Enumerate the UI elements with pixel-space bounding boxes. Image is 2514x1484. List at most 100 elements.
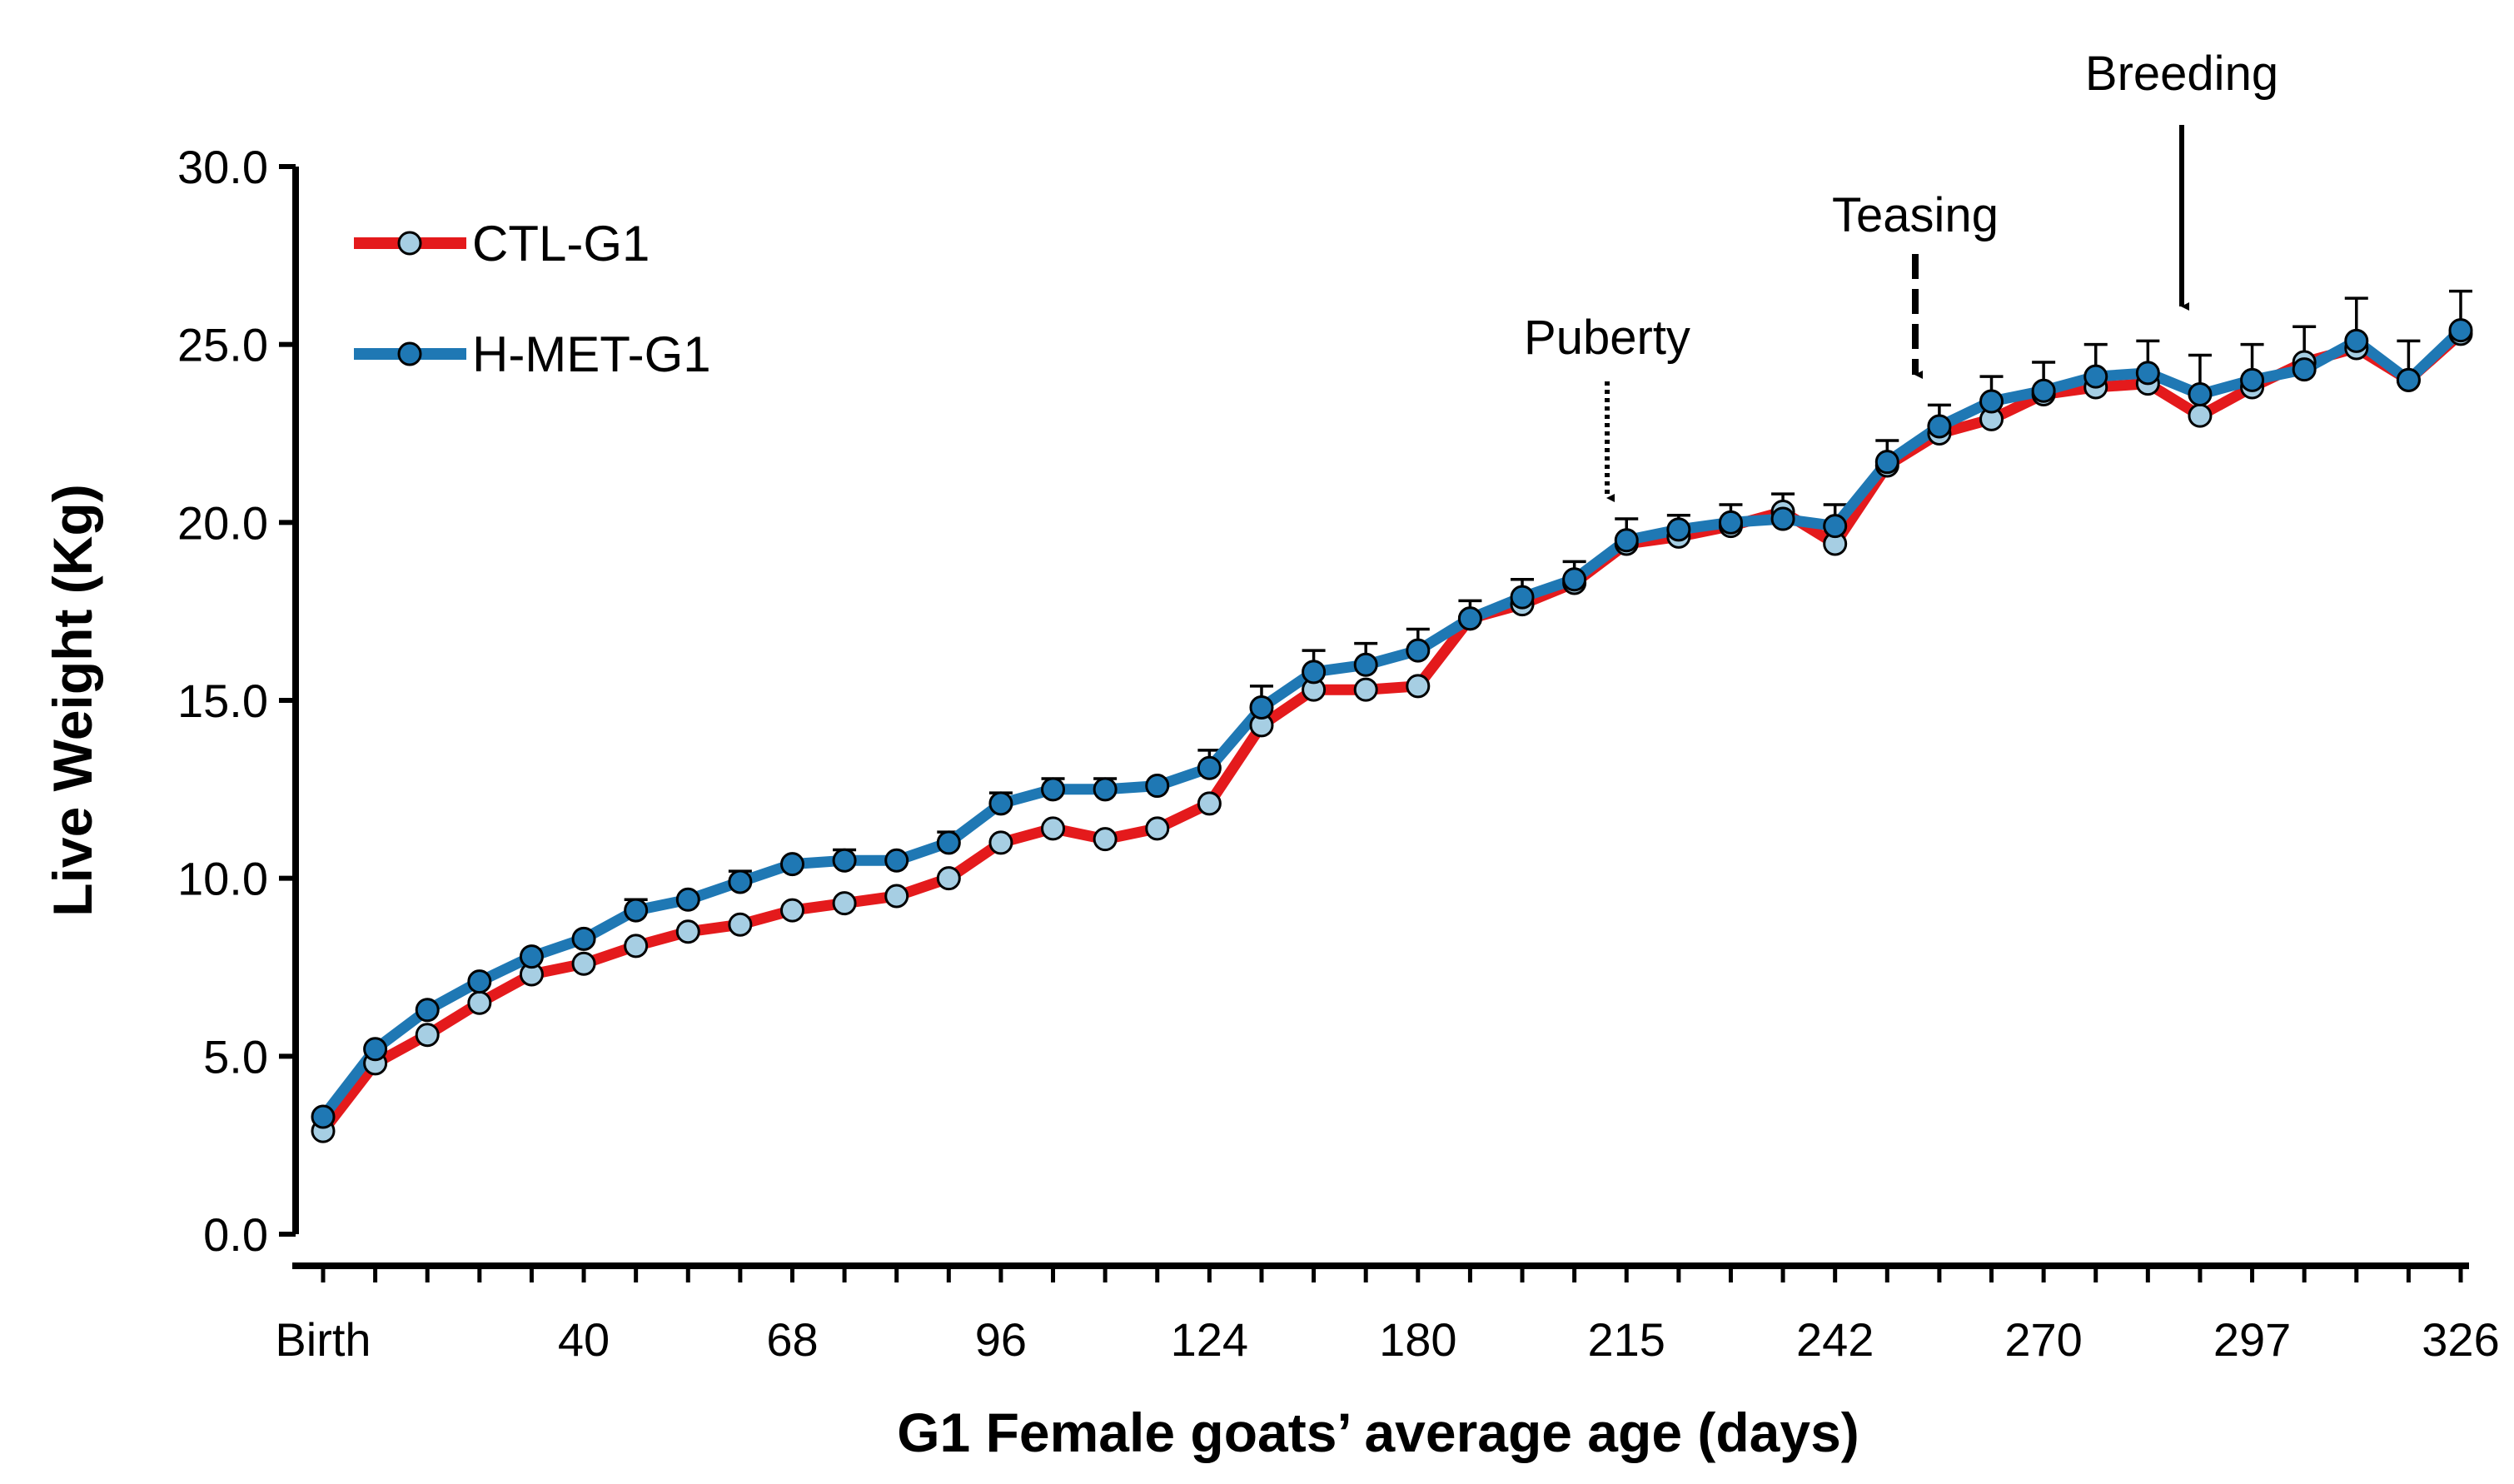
- data-point-ctl: [988, 830, 1013, 855]
- data-point-hmet: [1145, 774, 1170, 799]
- data-point-hmet: [675, 887, 700, 912]
- data-point-hmet: [988, 791, 1013, 816]
- data-point-hmet: [1510, 585, 1535, 610]
- legend-marker-ctl: [397, 231, 422, 256]
- data-point-hmet: [1614, 528, 1639, 553]
- data-point-ctl: [624, 934, 649, 959]
- x-tick-label: Birth: [275, 1313, 371, 1366]
- data-point-hmet: [1197, 755, 1222, 780]
- legend-label-ctl: CTL-G1: [472, 216, 650, 271]
- data-point-hmet: [2292, 357, 2317, 382]
- data-point-hmet: [1457, 606, 1482, 631]
- data-point-hmet: [1666, 517, 1691, 542]
- data-point-hmet: [779, 852, 804, 877]
- data-point-hmet: [624, 898, 649, 923]
- data-point-hmet: [2031, 378, 2056, 403]
- data-point-ctl: [884, 884, 909, 909]
- data-point-hmet: [884, 848, 909, 873]
- x-axis-ticks: [321, 1266, 2463, 1282]
- x-tick-label: 124: [1171, 1313, 1248, 1366]
- data-point-hmet: [1353, 652, 1378, 677]
- data-point-hmet: [1406, 638, 1431, 663]
- annotation-puberty-label: Puberty: [1524, 311, 1690, 365]
- x-tick-label: 40: [558, 1313, 610, 1366]
- annotation-teasing-label: Teasing: [1832, 188, 1999, 242]
- data-point-ctl: [415, 1023, 440, 1048]
- data-point-hmet: [2083, 364, 2108, 389]
- data-point-hmet: [2344, 328, 2369, 353]
- series-line-ctl: [318, 329, 2465, 1135]
- data-point-ctl: [832, 891, 857, 916]
- legend-label-hmet: H-MET-G1: [472, 326, 711, 382]
- data-point-ctl: [1406, 674, 1431, 699]
- data-point-hmet: [1302, 660, 1327, 685]
- data-point-hmet: [1927, 414, 1952, 439]
- legend-marker-hmet: [397, 341, 422, 366]
- y-tick-label: 15.0: [177, 675, 268, 727]
- x-axis-title: G1 Female goats’ average age (days): [897, 1402, 1859, 1463]
- x-axis-tick-labels: Birth 40 68 96 124 180 215 242 270 297 326: [275, 1313, 2499, 1366]
- annotation-puberty: Puberty: [1524, 311, 1690, 502]
- y-axis-ticks: [279, 164, 296, 1237]
- data-point-hmet: [571, 926, 596, 951]
- data-point-ctl: [1353, 677, 1378, 702]
- data-point-hmet: [728, 869, 753, 894]
- y-tick-label: 30.0: [177, 141, 268, 193]
- y-tick-label: 10.0: [177, 853, 268, 905]
- data-point-ctl: [1145, 816, 1170, 841]
- data-point-hmet: [1249, 695, 1274, 720]
- data-point-hmet: [415, 998, 440, 1023]
- x-tick-label: 270: [2004, 1313, 2082, 1366]
- data-point-hmet: [2135, 361, 2160, 386]
- x-tick-label: 215: [1588, 1313, 1665, 1366]
- data-point-hmet: [363, 1037, 388, 1062]
- data-point-hmet: [1979, 389, 2004, 414]
- data-point-hmet: [2188, 381, 2213, 406]
- data-point-hmet: [2240, 367, 2265, 392]
- data-point-ctl: [467, 990, 492, 1015]
- y-tick-label: 5.0: [203, 1030, 268, 1083]
- y-axis-tick-labels: 0.0 5.0 10.0 15.0 20.0 25.0 30.0: [177, 141, 268, 1261]
- x-tick-label: 96: [975, 1313, 1027, 1366]
- data-point-hmet: [936, 830, 961, 855]
- data-point-hmet: [2396, 367, 2421, 392]
- data-point-ctl: [1197, 791, 1222, 816]
- series-line-hmet: [318, 326, 2465, 1120]
- data-point-hmet: [1770, 506, 1795, 531]
- series-lines: [318, 326, 2465, 1135]
- y-tick-label: 20.0: [177, 496, 268, 549]
- data-point-hmet: [1093, 777, 1118, 802]
- series-markers: [311, 318, 2473, 1143]
- data-point-ctl: [728, 912, 753, 937]
- data-point-hmet: [1562, 567, 1587, 592]
- annotation-breeding-label: Breeding: [2085, 47, 2278, 101]
- data-point-hmet: [1823, 514, 1848, 539]
- data-point-ctl: [1093, 827, 1118, 852]
- data-point-hmet: [1041, 777, 1066, 802]
- data-point-ctl: [779, 898, 804, 923]
- data-point-ctl: [1041, 816, 1066, 841]
- y-tick-label: 0.0: [203, 1208, 268, 1261]
- data-point-hmet: [467, 969, 492, 994]
- x-tick-label: 242: [1796, 1313, 1874, 1366]
- data-point-ctl: [936, 866, 961, 891]
- data-point-hmet: [311, 1104, 336, 1129]
- legend: CTL-G1 H-MET-G1: [354, 216, 711, 382]
- data-point-hmet: [2448, 318, 2473, 343]
- data-point-ctl: [571, 951, 596, 976]
- annotation-teasing: Teasing: [1832, 188, 1999, 379]
- data-point-ctl: [2188, 403, 2213, 428]
- y-axis-title: Live Weight (Kg): [42, 484, 103, 916]
- data-point-hmet: [1718, 510, 1743, 535]
- annotation-breeding: Breeding: [2085, 47, 2278, 311]
- x-tick-label: 68: [766, 1313, 818, 1366]
- data-point-hmet: [1874, 450, 1899, 475]
- x-tick-label: 180: [1379, 1313, 1456, 1366]
- x-tick-label: 326: [2422, 1313, 2499, 1366]
- y-tick-label: 25.0: [177, 319, 268, 371]
- data-point-hmet: [832, 848, 857, 873]
- data-point-ctl: [675, 919, 700, 944]
- x-tick-label: 297: [2213, 1313, 2291, 1366]
- data-point-hmet: [519, 944, 544, 969]
